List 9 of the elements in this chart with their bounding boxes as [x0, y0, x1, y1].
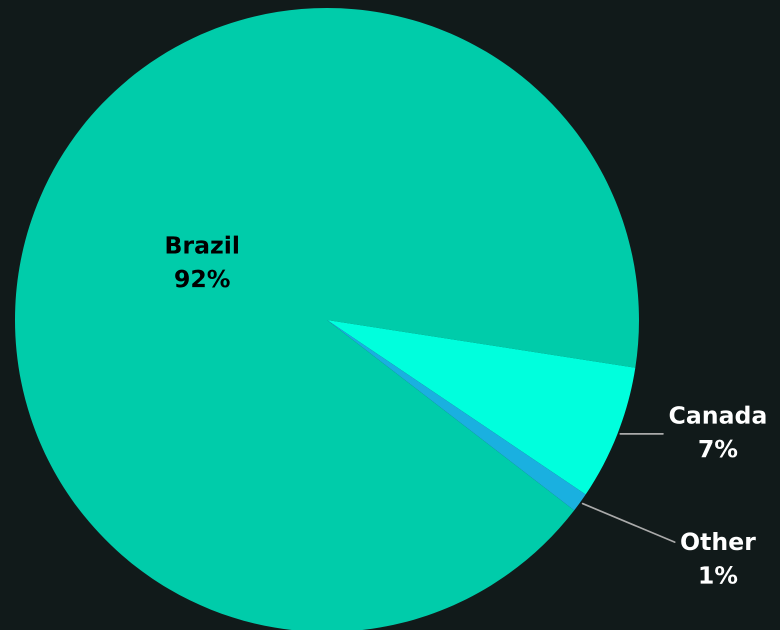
- data-label: 7%: [699, 440, 738, 458]
- pie-slice: [15, 8, 639, 630]
- data-label: 92%: [175, 270, 230, 288]
- pie-slice: [327, 320, 636, 494]
- slice-label: Other: [681, 532, 756, 550]
- slice-label: Brazil: [166, 236, 238, 254]
- pie-slice: [327, 320, 586, 510]
- slice-label: Canada: [670, 406, 766, 424]
- data-label: 1%: [700, 566, 738, 584]
